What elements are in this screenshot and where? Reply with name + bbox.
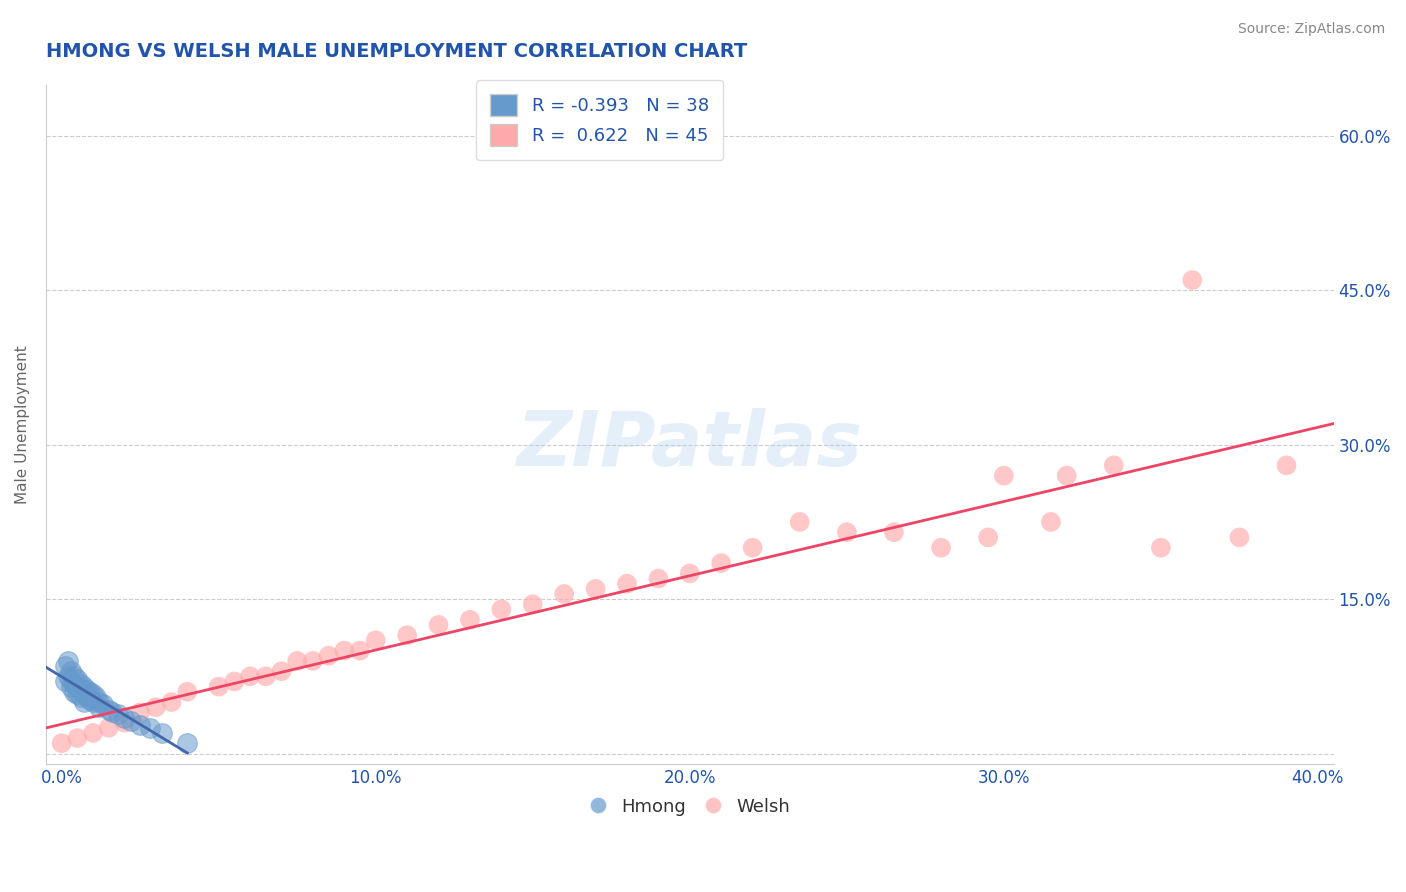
Welsh [239,669,262,683]
Hmong [66,680,89,694]
Hmong [53,659,76,673]
Hmong [69,676,91,690]
Hmong [120,714,142,728]
Welsh [114,715,136,730]
Welsh [129,706,152,720]
Welsh [883,525,905,540]
Welsh [522,597,544,611]
Hmong [79,693,101,707]
Welsh [364,633,387,648]
Welsh [741,541,763,555]
Welsh [160,695,183,709]
Welsh [427,618,450,632]
Welsh [1150,541,1173,555]
Welsh [66,731,89,745]
Hmong [97,703,120,717]
Welsh [302,654,325,668]
Welsh [51,736,73,750]
Welsh [1181,273,1204,287]
Hmong [138,721,160,735]
Hmong [56,669,79,683]
Welsh [318,648,340,663]
Welsh [1056,468,1078,483]
Welsh [1102,458,1125,473]
Hmong [73,695,96,709]
Welsh [929,541,952,555]
Hmong [60,664,83,678]
Welsh [710,556,733,570]
Hmong [84,690,107,704]
Hmong [53,674,76,689]
Welsh [835,525,858,540]
Welsh [1275,458,1298,473]
Hmong [66,673,89,687]
Welsh [585,582,607,596]
Text: Source: ZipAtlas.com: Source: ZipAtlas.com [1237,22,1385,37]
Hmong [63,669,86,683]
Welsh [1039,515,1062,529]
Hmong [63,685,86,699]
Hmong [129,717,152,731]
Welsh [208,680,231,694]
Text: ZIPatlas: ZIPatlas [517,408,863,482]
Welsh [270,664,292,678]
Hmong [69,682,91,697]
Hmong [101,706,124,720]
Hmong [107,707,129,722]
Hmong [91,697,114,711]
Welsh [458,613,481,627]
Hmong [114,710,136,724]
Welsh [679,566,702,581]
Y-axis label: Male Unemployment: Male Unemployment [15,345,30,504]
Welsh [224,674,246,689]
Hmong [176,736,198,750]
Welsh [647,572,669,586]
Welsh [993,468,1015,483]
Hmong [73,687,96,701]
Welsh [491,602,513,616]
Welsh [1229,530,1251,544]
Welsh [396,628,419,642]
Welsh [333,643,356,657]
Welsh [97,721,120,735]
Welsh [254,669,277,683]
Welsh [285,654,308,668]
Welsh [789,515,811,529]
Hmong [82,695,104,709]
Welsh [977,530,1000,544]
Hmong [66,687,89,701]
Text: HMONG VS WELSH MALE UNEMPLOYMENT CORRELATION CHART: HMONG VS WELSH MALE UNEMPLOYMENT CORRELA… [46,42,747,61]
Welsh [176,685,198,699]
Welsh [82,726,104,740]
Legend: Hmong, Welsh: Hmong, Welsh [582,790,797,822]
Welsh [145,700,167,714]
Hmong [60,674,83,689]
Hmong [76,682,98,697]
Welsh [616,576,638,591]
Hmong [89,700,111,714]
Hmong [69,690,91,704]
Hmong [79,685,101,699]
Hmong [82,687,104,701]
Welsh [553,587,575,601]
Hmong [56,654,79,668]
Hmong [76,690,98,704]
Hmong [63,676,86,690]
Hmong [89,695,111,709]
Hmong [150,726,173,740]
Welsh [349,643,371,657]
Hmong [73,680,96,694]
Hmong [60,680,83,694]
